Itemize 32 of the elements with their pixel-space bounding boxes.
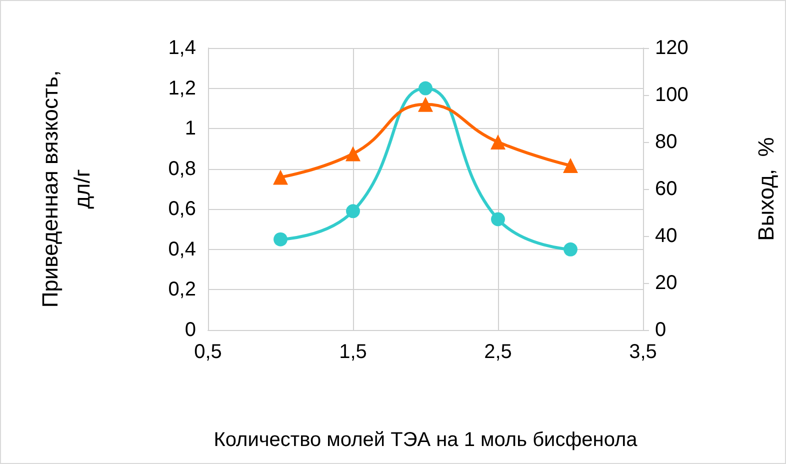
x-tick-label: 3,5 — [629, 341, 657, 363]
y2-tick-label: 60 — [655, 178, 678, 200]
x-tick-label: 1,5 — [339, 341, 367, 363]
y-tick-label: 1,4 — [168, 37, 196, 59]
point — [563, 158, 578, 173]
y-tick-label: 0,4 — [168, 238, 196, 260]
point — [564, 242, 578, 256]
point — [346, 204, 360, 218]
y2-tick-label: 120 — [655, 37, 688, 59]
y-axis-title: Приведенная вязкость, дл/г — [38, 70, 94, 308]
point — [273, 170, 288, 185]
y-tick-label: 0 — [184, 319, 196, 341]
y-tick-label: 1,2 — [168, 77, 196, 100]
point — [418, 96, 433, 112]
point — [491, 212, 505, 226]
x-axis-title: Количество молей ТЭА на 1 моль бисфенола — [214, 429, 638, 451]
point — [490, 134, 506, 150]
point — [418, 81, 432, 96]
x-tick-label: 0,5 — [194, 341, 222, 363]
y-tick-label: 0,8 — [168, 158, 196, 180]
y-tick-label: 0,2 — [168, 278, 196, 301]
y2-axis-title: Выход, % — [754, 137, 778, 241]
y-tick-label: 1 — [184, 118, 196, 140]
y2-tick-label: 100 — [655, 84, 688, 106]
y2-tick-label: 40 — [655, 225, 678, 247]
point — [274, 232, 288, 246]
y2-tick-label: 80 — [655, 131, 678, 153]
y2-tick-label: 20 — [655, 272, 678, 294]
point — [346, 146, 360, 162]
y2-tick-label: 0 — [655, 319, 666, 341]
y-tick-label: 0,6 — [168, 198, 196, 220]
x-tick-label: 2,5 — [484, 341, 512, 363]
